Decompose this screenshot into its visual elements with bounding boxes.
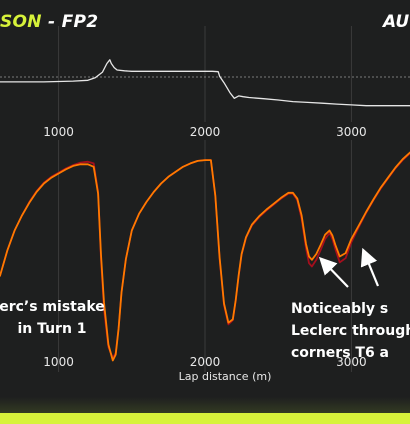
x-axis-label: Lap distance (m) <box>179 370 272 383</box>
title-driver-accent: SON <box>0 12 42 32</box>
chart-title: SON - FP2 <box>0 12 98 32</box>
series-line-1 <box>0 59 410 107</box>
series-line-2 <box>0 151 410 362</box>
x-tick-label: 2000 <box>190 125 221 139</box>
annotation-corners-line-1: Noticeably s <box>291 301 389 317</box>
x-tick-label: 3000 <box>336 355 367 369</box>
x-tick-label: 2000 <box>190 355 221 369</box>
bottom-accent-band <box>0 413 410 424</box>
title-session: FP2 <box>61 12 99 32</box>
bottom-band-fade <box>0 397 410 413</box>
annotation-corners-line-2: Leclerc through <box>291 323 410 339</box>
arrow-t6 <box>318 256 349 288</box>
annotation-turn1-line-1: erc’s mistake <box>0 299 105 315</box>
annotation-turn1: erc’s mistake in Turn 1 <box>0 296 108 340</box>
arrow-t7 <box>360 247 380 287</box>
x-tick-label: 1000 <box>43 355 74 369</box>
x-tick-label: 3000 <box>336 125 367 139</box>
annotation-arrows <box>318 247 380 288</box>
x-tick-label: 1000 <box>43 125 74 139</box>
delta-panel: 1000 2000 3000 <box>0 26 410 139</box>
annotation-corners: Noticeably s Leclerc through corners T6 … <box>291 298 410 364</box>
speed-panel: 1000 2000 3000 Lap distance (m) <box>0 140 410 383</box>
annotation-corners-line-3: corners T6 a <box>291 345 390 361</box>
annotation-turn1-line-2: in Turn 1 <box>17 321 87 337</box>
chart-title-right: AU <box>383 12 410 32</box>
title-separator: - <box>41 12 62 32</box>
